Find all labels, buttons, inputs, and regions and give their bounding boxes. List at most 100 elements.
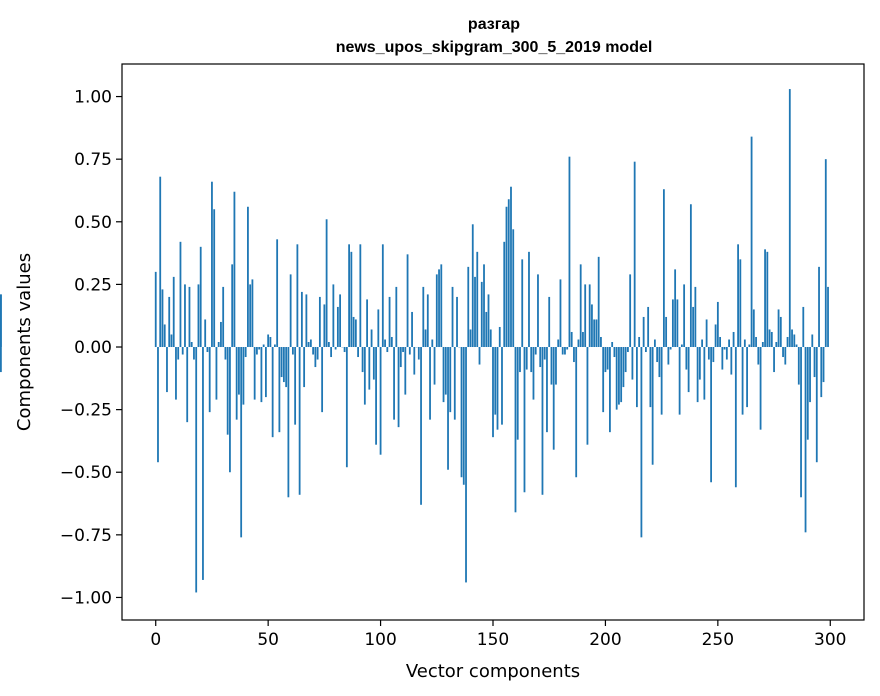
bar	[474, 276, 476, 348]
bar	[739, 259, 742, 348]
bar	[256, 347, 258, 355]
bar	[602, 347, 605, 413]
bar	[638, 336, 641, 348]
bar	[680, 344, 683, 347]
bar	[701, 339, 704, 348]
bar	[820, 347, 823, 398]
bar	[278, 347, 281, 433]
bar	[217, 342, 220, 348]
bar	[354, 319, 357, 348]
bar	[199, 246, 202, 348]
bar	[197, 284, 200, 348]
bar	[159, 176, 162, 348]
bar	[307, 342, 310, 348]
bar	[312, 347, 315, 355]
bar	[786, 336, 789, 348]
bar	[402, 347, 404, 353]
bar	[705, 319, 708, 348]
bar	[530, 347, 533, 373]
bar	[0, 347, 2, 373]
bar	[276, 239, 279, 348]
bar	[537, 274, 539, 348]
x-axis-ticks: 0 50 100 150 200 250 300	[150, 620, 846, 650]
bar	[642, 316, 645, 347]
bar	[413, 347, 416, 375]
y-tick-label: 1.00	[74, 88, 112, 108]
bar	[770, 331, 773, 348]
bar	[397, 347, 400, 428]
y-tick-label: 0.75	[74, 150, 112, 170]
bar	[532, 347, 535, 400]
bar	[721, 347, 724, 370]
bar	[694, 286, 697, 348]
bar	[305, 294, 308, 347]
bar	[411, 311, 413, 348]
bar	[316, 347, 319, 360]
bar	[645, 347, 647, 353]
bar	[827, 286, 829, 348]
bar	[588, 284, 591, 348]
bar	[384, 339, 386, 348]
bar	[707, 347, 710, 360]
bar	[698, 347, 701, 380]
bar	[406, 254, 409, 348]
x-tick-label: 150	[477, 630, 509, 650]
bar	[229, 347, 231, 473]
bar	[496, 347, 499, 430]
bar	[689, 204, 692, 348]
bar	[469, 329, 472, 348]
bar	[665, 316, 668, 347]
bar	[714, 324, 717, 348]
bar	[676, 299, 679, 348]
bar	[795, 344, 798, 347]
bar	[755, 336, 757, 348]
bar	[298, 347, 301, 495]
bar	[265, 347, 267, 398]
bar	[633, 161, 636, 348]
bar	[186, 347, 189, 423]
bar	[190, 342, 193, 348]
bar	[687, 347, 690, 393]
bar	[818, 266, 820, 347]
bar	[541, 347, 544, 495]
bar	[208, 347, 211, 413]
bar	[451, 286, 454, 348]
bar	[802, 306, 805, 348]
bar	[231, 264, 234, 348]
bar	[269, 336, 272, 348]
bar	[399, 347, 402, 368]
bar	[492, 347, 494, 438]
bar	[746, 347, 748, 408]
bar	[363, 347, 366, 405]
bar	[804, 347, 807, 533]
bar	[505, 206, 508, 348]
bar	[321, 347, 324, 413]
y-tick-label: 0.25	[74, 275, 112, 295]
bar	[613, 347, 616, 358]
bar	[426, 294, 429, 347]
bar	[501, 347, 503, 425]
bar	[294, 347, 297, 425]
bar	[507, 199, 510, 348]
bar	[447, 347, 449, 470]
bar	[658, 347, 661, 378]
bar	[422, 286, 425, 348]
bar	[244, 347, 247, 358]
bar	[618, 347, 620, 405]
bar	[678, 347, 681, 415]
bar	[773, 347, 775, 373]
bar	[813, 347, 816, 378]
bar	[429, 347, 431, 420]
bar	[640, 347, 643, 538]
bar	[282, 347, 285, 383]
bar	[669, 347, 672, 350]
bar	[775, 342, 778, 348]
y-tick-label: −0.25	[60, 401, 112, 421]
bar	[220, 321, 222, 348]
bar	[566, 347, 569, 350]
bar	[188, 286, 191, 348]
bar	[361, 347, 364, 373]
bar	[258, 347, 261, 350]
x-tick-label: 250	[702, 630, 734, 650]
